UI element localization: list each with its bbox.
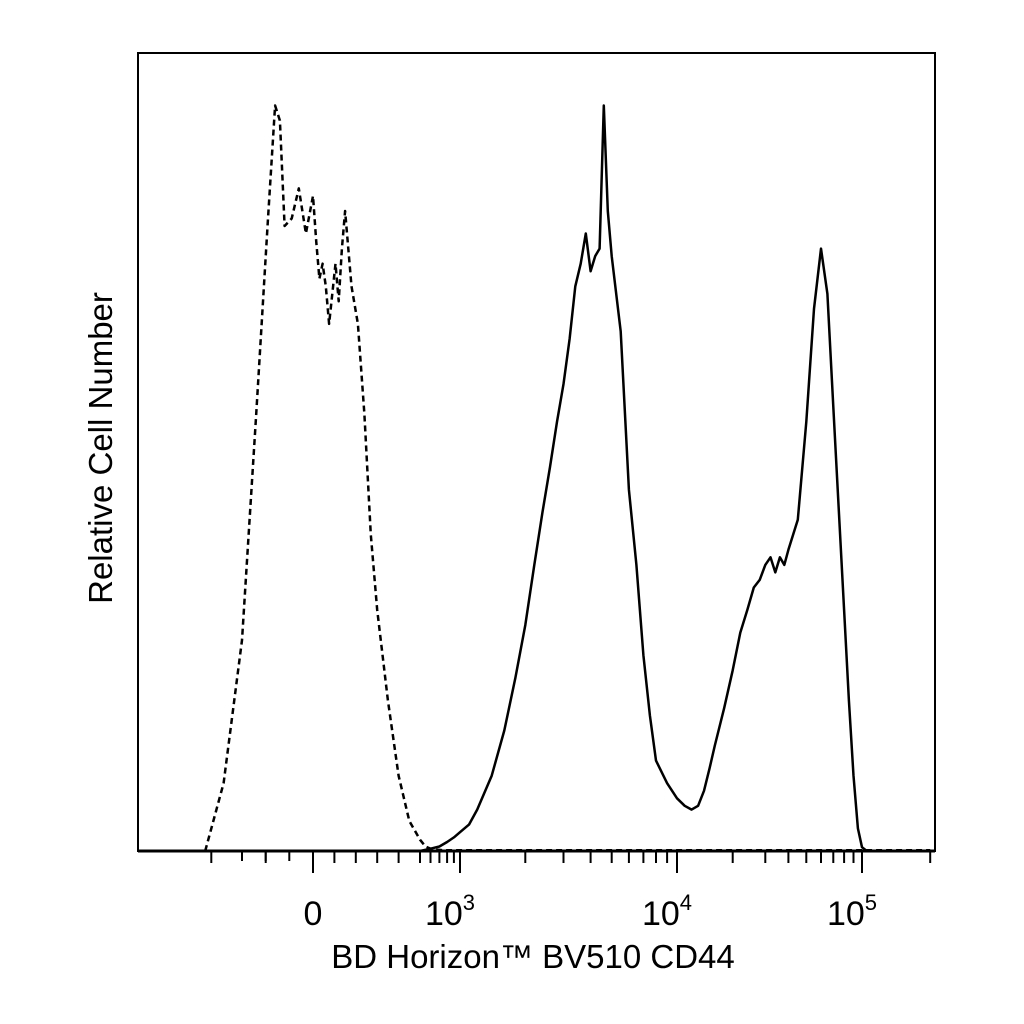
x-axis-title: BD Horizon™ BV510 CD44	[331, 938, 735, 975]
x-tick-exponent: 5	[865, 890, 877, 915]
plot-frame	[137, 52, 936, 852]
x-tick-label: 104	[642, 890, 692, 933]
x-tick-label: 103	[425, 890, 475, 933]
x-tick-label: 0	[304, 895, 323, 933]
series-line-dashed	[203, 104, 931, 852]
x-axis-ticks	[210, 851, 932, 873]
x-tick-exponent: 3	[463, 890, 475, 915]
x-tick-exponent: 4	[680, 890, 692, 915]
y-axis-title: Relative Cell Number	[82, 292, 119, 604]
x-tick-labels: 0 103 104 105	[304, 890, 878, 933]
series-line-solid	[419, 104, 868, 853]
x-tick-label: 105	[827, 890, 877, 933]
series-layer	[203, 104, 931, 853]
